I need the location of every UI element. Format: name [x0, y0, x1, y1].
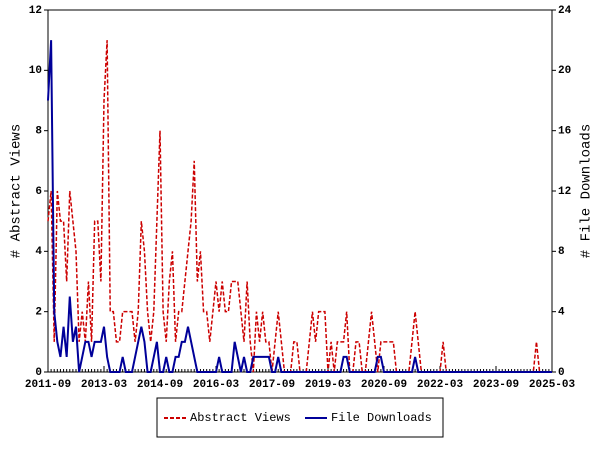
y2-tick-label: 4	[558, 307, 565, 319]
x-tick-label: 2011-09	[25, 379, 71, 391]
y2-tick-label: 0	[558, 367, 565, 379]
y-tick-label: 10	[29, 65, 42, 77]
y-tick-label: 8	[35, 126, 42, 138]
legend-label: File Downloads	[331, 411, 432, 425]
y-tick-label: 0	[35, 367, 42, 379]
y2-tick-label: 20	[558, 65, 571, 77]
y-axis-label: # Abstract Views	[9, 124, 25, 258]
x-tick-label: 2019-03	[305, 379, 352, 391]
x-tick-label: 2022-03	[417, 379, 464, 391]
y-tick-label: 12	[29, 5, 42, 17]
legend	[156, 397, 444, 438]
y2-tick-label: 24	[558, 5, 572, 17]
y2-tick-label: 8	[558, 246, 565, 258]
x-tick-label: 2025-03	[529, 379, 576, 391]
x-tick-label: 2020-09	[361, 379, 407, 391]
x-tick-label: 2016-03	[193, 379, 240, 391]
y2-tick-label: 16	[558, 126, 571, 138]
y-tick-label: 4	[35, 246, 42, 258]
y-tick-label: 2	[35, 307, 42, 319]
x-tick-label: 2013-03	[81, 379, 128, 391]
x-tick-label: 2014-09	[137, 379, 183, 391]
x-tick-label: 2023-09	[473, 379, 519, 391]
series-line	[47, 40, 552, 373]
y-tick-label: 6	[35, 186, 42, 198]
legend-label: Abstract Views	[190, 411, 291, 425]
y2-tick-label: 12	[558, 186, 571, 198]
y2-axis-label: # File Downloads	[579, 124, 595, 258]
series-line	[47, 40, 552, 373]
x-tick-label: 2017-09	[249, 379, 295, 391]
